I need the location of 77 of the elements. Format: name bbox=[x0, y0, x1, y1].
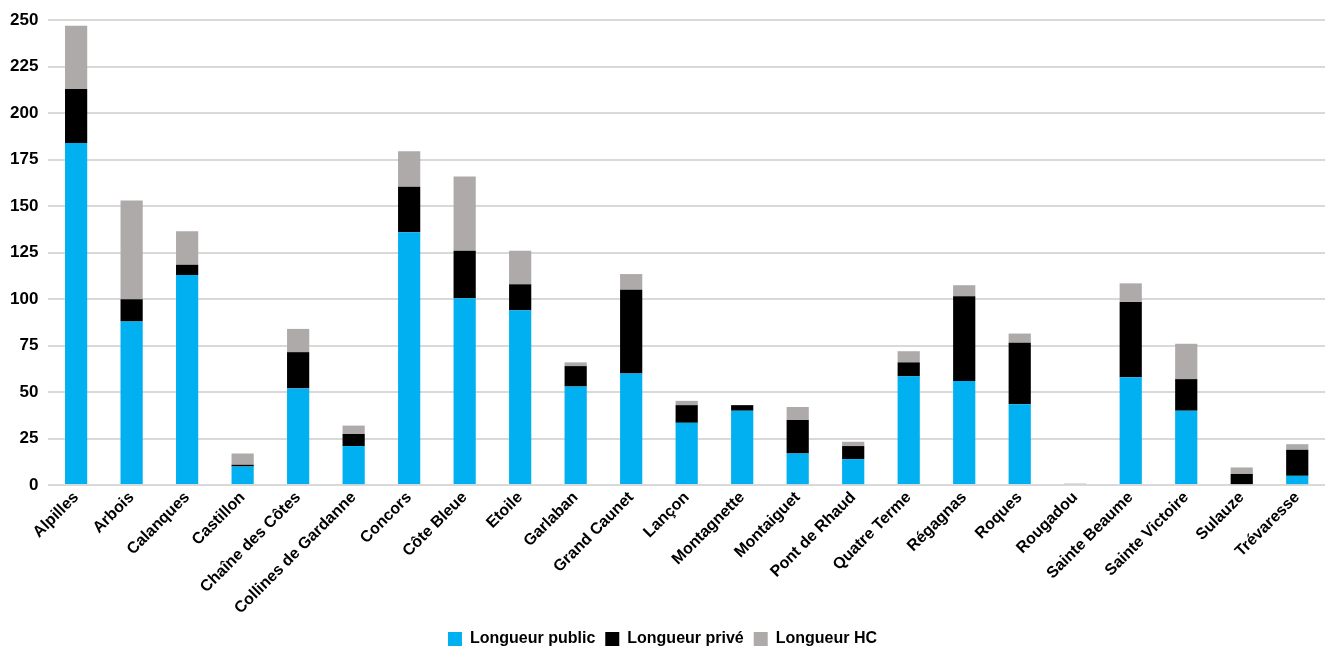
bar bbox=[231, 466, 254, 485]
y-tick-label: 25 bbox=[19, 428, 39, 448]
bar bbox=[620, 274, 643, 290]
bar bbox=[1119, 283, 1142, 302]
bar bbox=[897, 351, 920, 363]
y-tick-label: 250 bbox=[9, 9, 39, 29]
bar bbox=[1119, 301, 1142, 378]
bar bbox=[675, 422, 698, 485]
bar bbox=[675, 400, 698, 406]
bar bbox=[120, 321, 143, 485]
bar bbox=[65, 25, 88, 90]
bar bbox=[1175, 410, 1198, 485]
bar bbox=[1008, 404, 1031, 485]
bar bbox=[731, 405, 754, 411]
bar bbox=[176, 264, 199, 275]
bar bbox=[342, 433, 365, 447]
bar bbox=[620, 289, 643, 374]
bar bbox=[176, 274, 199, 485]
bar bbox=[731, 410, 754, 485]
bar bbox=[953, 285, 976, 297]
y-tick-label: 125 bbox=[9, 242, 39, 262]
bar bbox=[842, 441, 865, 447]
bar bbox=[953, 296, 976, 381]
bar bbox=[897, 376, 920, 485]
y-tick-label: 100 bbox=[9, 288, 39, 308]
bar bbox=[65, 142, 88, 485]
bar bbox=[675, 405, 698, 423]
bar bbox=[398, 186, 421, 233]
bar bbox=[509, 250, 532, 285]
bar bbox=[842, 459, 865, 485]
bar bbox=[453, 298, 476, 485]
bar bbox=[1230, 467, 1253, 474]
bar bbox=[120, 299, 143, 322]
legend-label: Longueur privé bbox=[627, 629, 744, 647]
legend-label: Longueur HC bbox=[775, 629, 878, 647]
bar bbox=[287, 388, 310, 485]
bar bbox=[564, 386, 587, 485]
bar bbox=[287, 352, 310, 389]
bar bbox=[65, 89, 88, 143]
bar bbox=[897, 362, 920, 377]
bar bbox=[786, 453, 809, 485]
bar bbox=[509, 284, 532, 311]
bar bbox=[176, 231, 199, 265]
bar bbox=[398, 151, 421, 187]
bar bbox=[398, 232, 421, 485]
y-tick-label: 0 bbox=[28, 474, 39, 494]
y-tick-label: 75 bbox=[19, 335, 39, 355]
bar bbox=[564, 366, 587, 387]
bar bbox=[620, 373, 643, 485]
bar bbox=[1008, 333, 1031, 343]
bar bbox=[453, 250, 476, 299]
bar bbox=[342, 425, 365, 434]
y-tick-label: 175 bbox=[9, 149, 39, 169]
bar bbox=[231, 453, 254, 465]
bar bbox=[453, 176, 476, 251]
y-tick-label: 150 bbox=[9, 195, 39, 215]
bar bbox=[1286, 444, 1309, 450]
bar bbox=[1230, 473, 1253, 485]
bar bbox=[342, 446, 365, 485]
bar bbox=[786, 420, 809, 454]
bar bbox=[1008, 342, 1031, 405]
bar bbox=[287, 328, 310, 353]
bar bbox=[1175, 343, 1198, 380]
bar bbox=[1286, 475, 1309, 485]
bar bbox=[953, 380, 976, 485]
bar bbox=[120, 200, 143, 300]
bar bbox=[1286, 449, 1309, 476]
y-tick-label: 225 bbox=[9, 56, 39, 76]
bar bbox=[1119, 377, 1142, 485]
bar bbox=[509, 310, 532, 485]
bar bbox=[786, 407, 809, 421]
bar bbox=[564, 362, 587, 367]
y-tick-label: 50 bbox=[19, 381, 39, 401]
legend-label: Longueur public bbox=[469, 629, 596, 647]
y-tick-label: 200 bbox=[9, 102, 39, 122]
bar bbox=[842, 446, 865, 460]
bar bbox=[1175, 379, 1198, 411]
